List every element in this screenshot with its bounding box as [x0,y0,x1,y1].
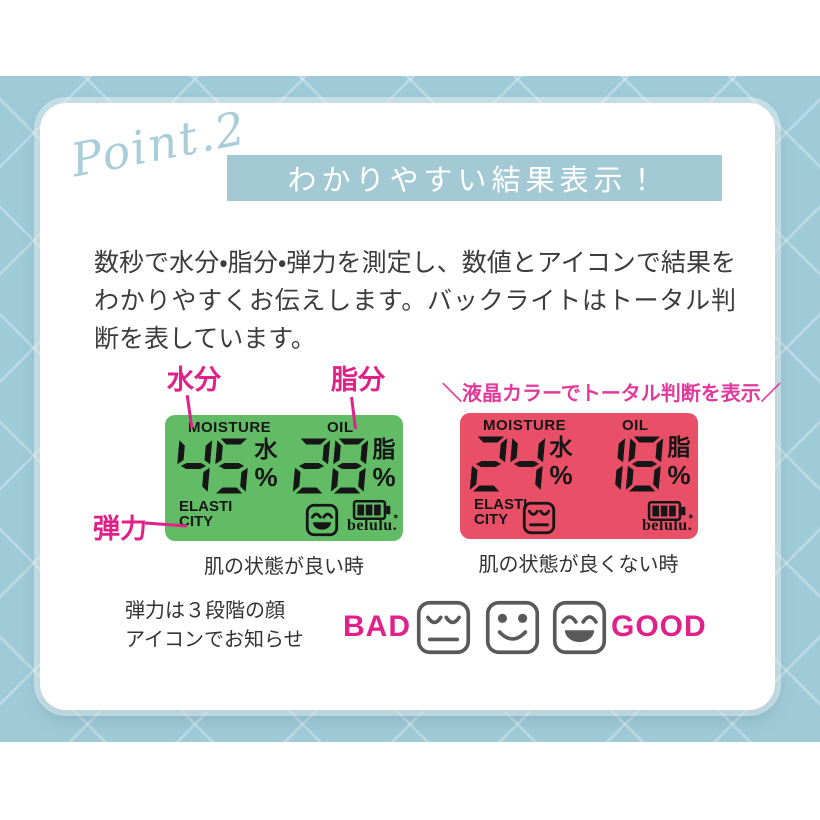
oil-kanji: 脂 [667,434,691,460]
percent-sign: % [372,462,396,492]
elasti-line1: ELASTI [474,496,528,513]
moisture-callout-label: 水分 [167,365,221,395]
belulu-logo: belulu. ✶ [347,513,400,534]
good-grade-label: GOOD [611,610,707,643]
logo-star-mark: ✶ [392,513,400,521]
legend-note-line2: アイコンでお知らせ [125,629,304,651]
lcd-oil-label: OIL [327,419,354,436]
moisture-value-digits [469,434,546,494]
oil-value-digits [292,436,369,496]
moisture-unit: 水 % [251,436,281,492]
moisture-readout: 水 % [469,434,576,494]
logo-star-mark: ✶ [687,513,695,521]
moisture-kanji: 水 [254,436,278,462]
elasti-line2: CITY [474,511,509,528]
lcd-moisture-label: MOISTURE [483,417,567,434]
moisture-value-digits [174,436,250,496]
lcd-oil-label: OIL [622,417,649,434]
battery-icon [647,501,686,521]
bad-grade-label: BAD [343,610,411,643]
content-card: Point.2 わかりやすい結果表示！ 数秒で水分・脂分・弾力を測定し、数値とア… [40,100,781,710]
elasti-line1: ELASTI [179,498,233,515]
elasticity-lcd-label: ELASTI CITY [179,499,232,529]
elasticity-legend-note: 弾力は３段階の顔 アイコンでお知らせ [125,597,304,655]
percent-sign: % [254,462,278,492]
oil-readout: 脂 % [292,436,399,496]
moisture-unit: 水 % [546,434,576,490]
intro-paragraph: 数秒で水分・脂分・弾力を測定し、数値とアイコンで結果をわかりやすくお伝えします。… [94,249,736,353]
elasticity-callout-label: 弾力 [93,514,147,544]
section-title: わかりやすい結果表示！ [287,165,662,197]
elasti-line2: CITY [179,513,214,530]
oil-readout: 脂 % [590,434,694,494]
lcd-moisture-label: MOISTURE [188,419,272,436]
bad-caption: 肌の状態が良くない時 [478,554,679,576]
lcd-color-note: ＼液晶カラーでトータル判断を表示／ [442,383,781,405]
lcd-display-good: MOISTURE OIL 水 % 脂 % [165,415,403,541]
oil-unit: 脂 % [664,434,694,490]
battery-icon [352,500,391,520]
percent-sign: % [667,460,691,490]
oil-callout-label: 脂分 [331,365,385,395]
belulu-logo: belulu. ✶ [642,513,695,534]
sad-face-icon [416,600,471,655]
point-number-label: Point.2 [66,100,252,188]
oil-kanji: 脂 [372,436,396,462]
neutral-face-icon [485,600,540,655]
legend-note-line1: 弾力は３段階の顔 [125,600,285,622]
percent-sign: % [549,460,573,490]
moisture-kanji: 水 [549,434,573,460]
lcd-readouts: 水 % 脂 % [469,434,694,494]
oil-value-digits [587,434,664,494]
happy-face-icon [552,600,607,655]
elasticity-lcd-label: ELASTI CITY [474,497,527,527]
happy-face-icon [305,503,339,537]
good-caption: 肌の状態が良い時 [204,556,364,578]
moisture-readout: 水 % [177,436,281,496]
lcd-display-bad: MOISTURE OIL 水 % 脂 % [460,413,698,539]
oil-unit: 脂 % [369,436,399,492]
section-banner: わかりやすい結果表示！ [227,155,722,201]
lcd-readouts: 水 % 脂 % [177,436,399,496]
sad-face-icon [522,501,556,535]
